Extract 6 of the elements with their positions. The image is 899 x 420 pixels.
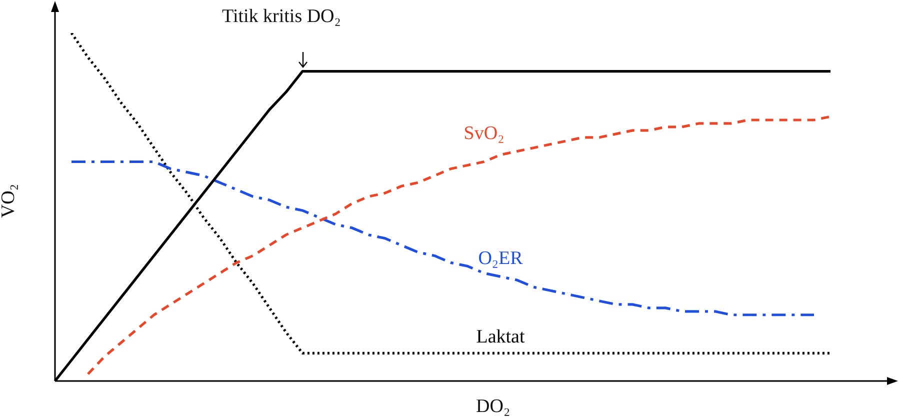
text: Titik kritis DO₂ [222,6,341,28]
x-axis-title: DO₂ [476,396,510,418]
y-axis-title: VO₂ [0,184,20,218]
series-label: Laktat [476,326,526,348]
series-label: O₂ER [478,248,524,270]
series-label: SvO₂ [464,123,504,144]
